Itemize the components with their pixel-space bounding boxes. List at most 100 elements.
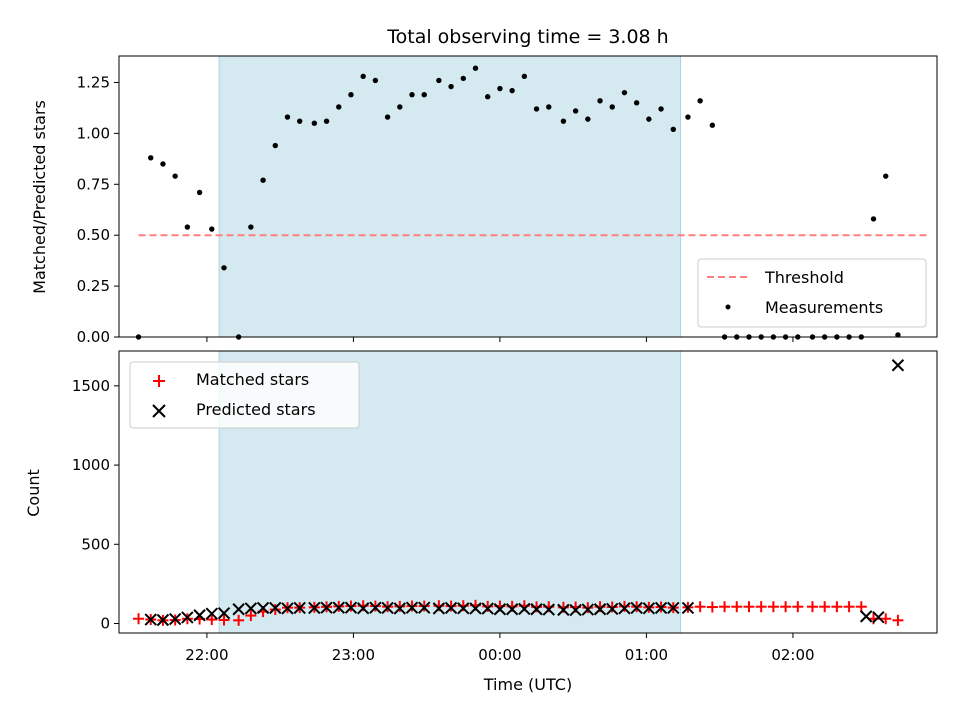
matched-star-point bbox=[233, 614, 245, 626]
measurement-point bbox=[272, 142, 278, 149]
measurement-point bbox=[485, 94, 491, 100]
predicted-star-point bbox=[217, 606, 231, 620]
predicted-star-point bbox=[505, 603, 519, 616]
measurement-point bbox=[448, 83, 454, 90]
measurement-point bbox=[646, 116, 652, 122]
matched-star-point bbox=[819, 601, 831, 613]
matched-star-point bbox=[482, 600, 494, 612]
measurement-point bbox=[670, 126, 676, 133]
matched-star-point bbox=[133, 613, 145, 625]
measurement-point bbox=[497, 85, 503, 92]
top-panel-title: Total observing time = 3.08 h bbox=[386, 26, 668, 48]
predicted-star-point bbox=[557, 603, 570, 617]
predicted-star-point bbox=[369, 601, 382, 614]
y-tick-label: 1500 bbox=[72, 377, 110, 395]
top-panel-highlight-span bbox=[218, 55, 682, 338]
predicted-star-point bbox=[256, 601, 270, 615]
measurement-point bbox=[421, 91, 427, 98]
measurement-point bbox=[409, 91, 415, 98]
measurement-point bbox=[597, 98, 603, 104]
top-panel-legend: Threshold Measurements bbox=[697, 258, 927, 328]
measurement-point bbox=[311, 120, 318, 126]
top-panel-y-ticks: 0.00 0.25 0.50 0.75 1.00 1.25 bbox=[77, 73, 119, 346]
x-tick-label: 23:00 bbox=[332, 646, 375, 664]
measurement-point bbox=[697, 98, 703, 104]
matched-star-point bbox=[880, 613, 892, 625]
matched-star-point bbox=[767, 601, 779, 613]
measurement-point bbox=[248, 224, 254, 230]
bottom-panel-y-ticks: 0 500 1000 1500 bbox=[72, 377, 119, 632]
measurement-point bbox=[460, 75, 466, 82]
y-tick-label: 500 bbox=[81, 535, 110, 553]
measurement-point bbox=[148, 155, 154, 161]
legend-matched-swatch bbox=[153, 375, 165, 387]
measurement-point bbox=[221, 265, 227, 271]
predicted-star-point bbox=[569, 603, 582, 617]
predicted-star-point bbox=[667, 601, 680, 615]
measurement-point bbox=[572, 108, 579, 114]
top-panel: Total observing time = 3.08 h 0.000.250.… bbox=[30, 26, 938, 346]
predicted-star-point bbox=[581, 603, 595, 616]
measurement-point bbox=[296, 118, 303, 124]
top-panel-marks bbox=[135, 65, 928, 340]
predicted-star-point bbox=[281, 602, 294, 615]
legend-measurements-label: Measurements bbox=[765, 298, 883, 317]
matched-star-point bbox=[582, 602, 594, 614]
measurement-point bbox=[883, 173, 889, 179]
matched-star-point bbox=[618, 600, 630, 612]
predicted-star-point bbox=[205, 607, 218, 620]
y-tick-label: 1.00 bbox=[77, 124, 110, 142]
measurement-point bbox=[585, 116, 591, 122]
measurement-point bbox=[348, 91, 354, 98]
predicted-star-point bbox=[606, 602, 619, 616]
matched-star-point bbox=[418, 600, 430, 612]
predicted-star-point bbox=[542, 603, 555, 616]
y-tick-label: 1000 bbox=[72, 456, 110, 474]
matched-star-point bbox=[606, 601, 618, 613]
predicted-star-point bbox=[381, 601, 394, 615]
measurement-point bbox=[560, 118, 567, 124]
bottom-panel-x-ticks: 22:00 23:00 00:00 01:00 02:00 bbox=[185, 633, 815, 664]
matched-star-point bbox=[394, 600, 406, 612]
matched-star-point bbox=[719, 601, 731, 613]
bottom-panel-marks bbox=[133, 359, 905, 627]
x-tick-label: 22:00 bbox=[185, 646, 228, 664]
measurement-point bbox=[870, 216, 877, 222]
predicted-star-point bbox=[457, 602, 470, 615]
matched-star-point bbox=[218, 614, 230, 626]
measurement-point bbox=[184, 224, 191, 230]
predicted-star-point bbox=[244, 602, 258, 615]
predicted-star-point bbox=[293, 601, 306, 615]
predicted-star-point bbox=[344, 601, 358, 614]
matched-star-point bbox=[806, 601, 818, 613]
predicted-star-point bbox=[393, 602, 407, 615]
matched-star-point bbox=[694, 601, 706, 613]
predicted-star-point bbox=[444, 601, 458, 615]
predicted-star-point bbox=[320, 601, 333, 614]
legend-predicted-label: Predicted stars bbox=[196, 400, 316, 419]
predicted-star-point bbox=[232, 603, 245, 616]
measurement-point bbox=[372, 77, 379, 84]
predicted-star-point bbox=[872, 610, 885, 624]
measurement-point bbox=[172, 173, 178, 179]
x-tick-label: 00:00 bbox=[478, 646, 521, 664]
predicted-star-point bbox=[681, 601, 695, 615]
measurement-point bbox=[336, 104, 342, 110]
x-tick-label: 02:00 bbox=[771, 646, 814, 664]
matched-star-point bbox=[345, 600, 357, 612]
bottom-panel-legend: Matched stars Predicted stars bbox=[129, 361, 360, 429]
matched-star-point bbox=[369, 600, 381, 612]
legend-frame bbox=[697, 258, 927, 328]
legend-matched-label: Matched stars bbox=[196, 370, 309, 389]
predicted-star-point bbox=[308, 601, 321, 615]
measurement-point bbox=[209, 226, 215, 232]
measurement-point bbox=[533, 106, 540, 112]
measurement-point bbox=[323, 118, 330, 124]
matched-star-point bbox=[843, 601, 855, 613]
predicted-star-point bbox=[518, 602, 531, 616]
y-tick-label: 0.00 bbox=[77, 328, 110, 346]
top-panel-frame bbox=[118, 55, 938, 338]
measurement-point bbox=[546, 104, 552, 110]
legend-frame bbox=[129, 361, 360, 429]
